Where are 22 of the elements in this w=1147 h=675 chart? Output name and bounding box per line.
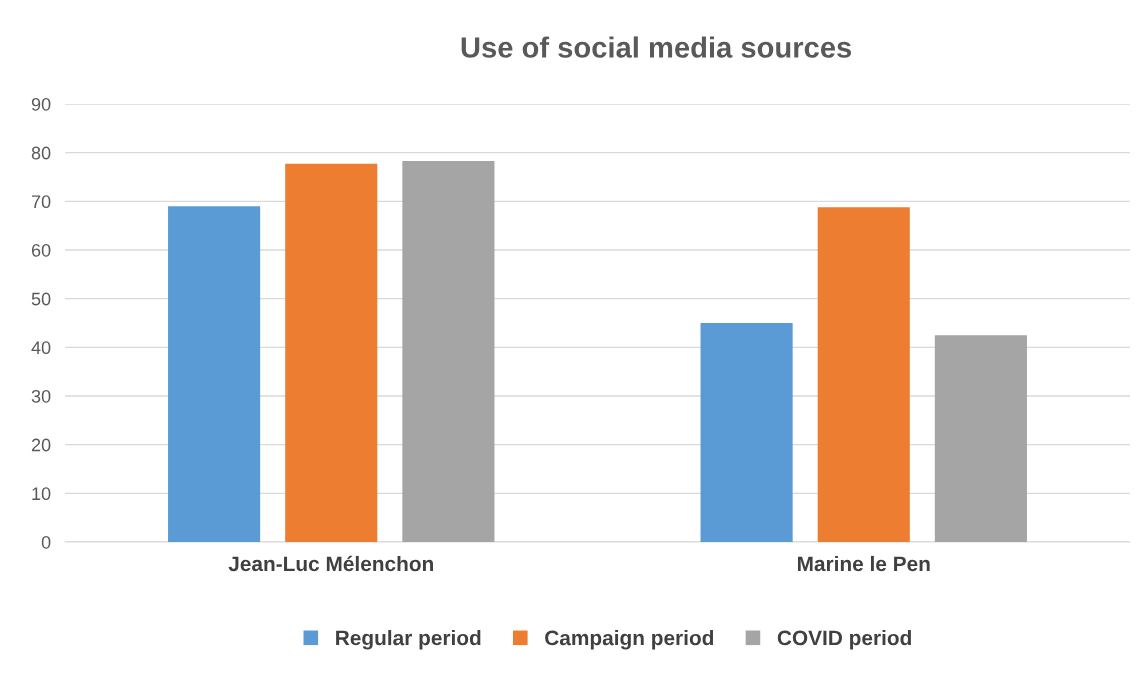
y-tick-label: 10 (32, 487, 51, 501)
y-tick-label: 30 (31, 389, 51, 403)
bar (285, 163, 378, 542)
y-tick-label: 70 (31, 195, 51, 209)
y-tick-label: 80 (31, 146, 51, 160)
y-tick-label: 20 (31, 438, 51, 452)
y-tick-label: 40 (31, 341, 51, 355)
legend-label: Regular period (336, 629, 481, 650)
y-tick-label: 90 (31, 97, 51, 111)
bar (817, 207, 910, 542)
bar (402, 160, 495, 542)
bar (168, 206, 261, 542)
x-tick-label: Marine le Pen (797, 555, 930, 572)
y-tick-label: 50 (31, 292, 51, 306)
x-tick-label: Jean-Luc Mélenchon (228, 555, 433, 572)
legend-label: COVID period (777, 629, 911, 650)
chart-title: Use of social media sources (461, 36, 852, 58)
bar (700, 323, 793, 542)
legend-label: Campaign period (545, 629, 714, 650)
bar (934, 335, 1027, 542)
y-tick-label: 60 (31, 243, 51, 257)
y-tick-label: 0 (41, 535, 51, 549)
